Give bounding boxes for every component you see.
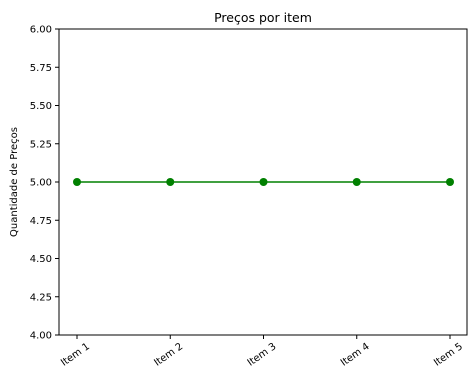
y-tick-label: 4.50 xyxy=(30,254,52,265)
y-tick-label: 6.00 xyxy=(30,25,52,36)
data-point xyxy=(73,178,81,186)
y-tick-label: 5.50 xyxy=(30,101,52,112)
data-point xyxy=(166,178,175,186)
y-tick-label: 5.00 xyxy=(30,178,52,189)
y-tick-label: 5.75 xyxy=(30,63,52,74)
data-point xyxy=(446,178,454,186)
y-tick-label: 4.75 xyxy=(30,216,52,227)
y-tick-label: 4.00 xyxy=(30,331,52,342)
data-point xyxy=(352,178,361,186)
chart-title: Preços por item xyxy=(214,10,312,25)
y-axis-label: Quantidade de Preços xyxy=(9,127,20,237)
data-point xyxy=(259,178,268,186)
y-tick-label: 4.25 xyxy=(30,292,52,303)
y-tick-label: 5.25 xyxy=(30,139,52,150)
